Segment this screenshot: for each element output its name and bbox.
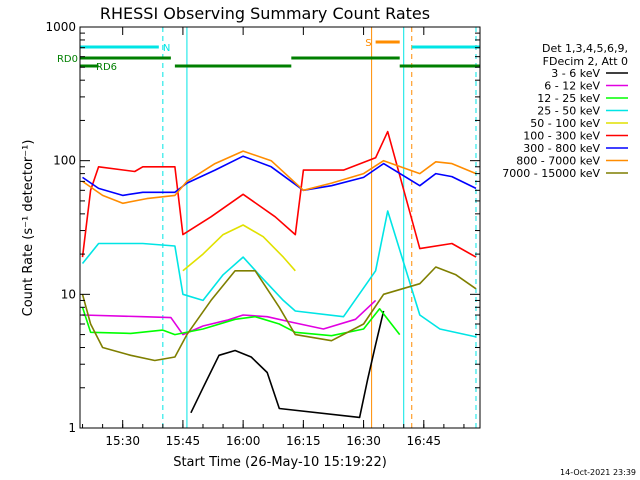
legend-header-line-1: FDecim 2, Att 0 [543,55,628,68]
series-line-800-7000-kev [82,150,477,205]
x-tick-label-16-45: 16:45 [406,434,441,448]
series-line-12-25-kev [81,307,401,337]
series-lines [81,130,477,419]
series-line-3-6-kev [190,310,385,419]
legend-label-25-50-kev: 25 - 50 keV [537,105,600,118]
legend: Det 1,3,4,5,6,9,FDecim 2, Att 03 - 6 keV… [502,42,628,180]
flag-label-rd0: RD0 [57,54,78,65]
y-tick-label-1000: 1000 [45,20,76,34]
x-axis-label: Start Time (26-May-10 15:19:22) [173,455,387,470]
y-tick-label-10: 10 [61,287,76,301]
plot-frame [79,26,481,429]
legend-label-50-100-kev: 50 - 100 keV [530,117,600,130]
legend-label-7000-15000-kev: 7000 - 15000 keV [502,167,600,180]
generation-timestamp: 14-Oct-2021 23:39 [560,468,636,477]
legend-header-line-0: Det 1,3,4,5,6,9, [542,42,628,55]
series-line-7000-15000-kev [81,266,477,362]
flag-label-s: S [365,38,371,49]
y-tick-label-100: 100 [53,154,76,168]
x-tick-label-15-30: 15:30 [105,434,140,448]
x-tick-label-16-00: 16:00 [226,434,261,448]
series-line-100-300-kev [81,130,477,258]
flag-label-rd6: RD6 [96,62,117,73]
legend-label-300-800-kev: 300 - 800 keV [523,142,600,155]
series-line-300-800-kev [82,155,477,197]
series-line-25-50-kev [81,210,477,338]
x-tick-label-16-15: 16:15 [286,434,321,448]
legend-label-100-300-kev: 100 - 300 keV [523,130,600,143]
legend-label-6-12-kev: 6 - 12 keV [544,80,600,93]
x-tick-label-15-45: 15:45 [166,434,201,448]
axes: 15:30 15:45 16:00 16:15 16:30 16:45 1 10 100 1000 [45,20,480,448]
x-tick-label-16-30: 16:30 [346,434,381,448]
flag-label-n: N [163,43,170,54]
legend-label-12-25-kev: 12 - 25 keV [537,92,600,105]
series-line-50-100-kev [182,224,296,272]
legend-label-3-6-kev: 3 - 6 keV [551,67,600,80]
legend-label-800-7000-kev: 800 - 7000 keV [516,155,600,168]
y-axis-label: Count Rate (s⁻¹ detector⁻¹) [21,140,36,317]
y-tick-label-1: 1 [68,421,76,435]
chart-title: RHESSI Observing Summary Count Rates [100,4,430,23]
state-flag-bars: N S RD0 RD6 [57,38,480,73]
series-line-6-12-kev [82,299,377,336]
